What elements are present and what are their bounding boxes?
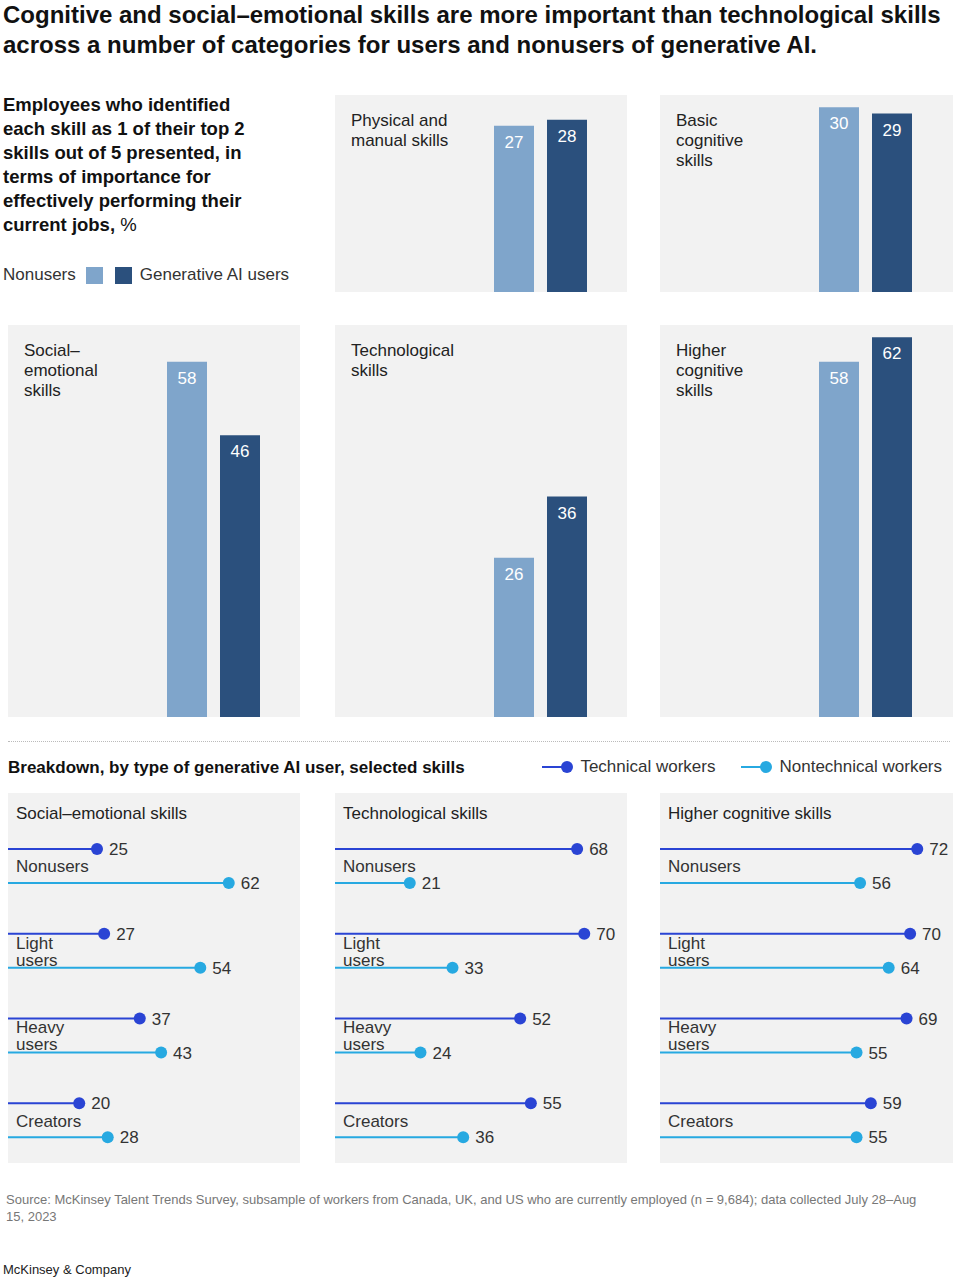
- svg-text:68: 68: [589, 840, 608, 859]
- svg-text:Lightusers: Lightusers: [343, 934, 385, 970]
- html-text:Breakdown, by type of generati: Breakdown, by type of generative AI user…: [8, 758, 465, 777]
- svg-text:55: 55: [869, 1044, 888, 1063]
- svg-text:43: 43: [173, 1044, 192, 1063]
- svg-text:69: 69: [919, 1010, 938, 1029]
- svg-text:28: 28: [120, 1128, 139, 1147]
- html-text:Higher cognitive skills: Higher cognitive skills: [676, 341, 744, 400]
- svg-text:64: 64: [901, 959, 920, 978]
- html-text:Cognitive and social–emotional: Cognitive and social–emotional skills ar…: [3, 1, 941, 58]
- svg-text:27: 27: [116, 925, 135, 944]
- svg-text:52: 52: [532, 1010, 551, 1029]
- svg-text:37: 37: [152, 1010, 171, 1029]
- svg-text:Creators: Creators: [668, 1112, 733, 1131]
- html-text:Technological skills: Technological skills: [351, 341, 454, 380]
- svg-text:30: 30: [830, 114, 849, 133]
- svg-text:58: 58: [178, 369, 197, 388]
- svg-text:Nonusers: Nonusers: [343, 857, 416, 876]
- svg-text:55: 55: [869, 1128, 888, 1147]
- svg-text:36: 36: [475, 1128, 494, 1147]
- svg-text:27: 27: [505, 133, 524, 152]
- html-text:Basic cognitive skills: Basic cognitive skills: [676, 111, 744, 170]
- svg-text:70: 70: [922, 925, 941, 944]
- svg-text:Creators: Creators: [16, 1112, 81, 1131]
- svg-text:28: 28: [558, 127, 577, 146]
- svg-text:Heavyusers: Heavyusers: [343, 1018, 392, 1054]
- svg-text:33: 33: [465, 959, 484, 978]
- svg-text:26: 26: [505, 565, 524, 584]
- html-text:Generative AI users: Generative AI users: [139, 265, 290, 284]
- svg-text:24: 24: [432, 1044, 451, 1063]
- svg-text:Nonusers: Nonusers: [668, 857, 741, 876]
- html-text:Technical workers: Technical workers: [580, 757, 716, 776]
- svg-text:21: 21: [422, 874, 441, 893]
- html-text:McKinsey & Company: McKinsey & Company: [3, 1262, 131, 1277]
- svg-text:Heavyusers: Heavyusers: [668, 1018, 717, 1054]
- html-text:Higher cognitive skills: Higher cognitive skills: [668, 804, 832, 823]
- svg-text:25: 25: [109, 840, 128, 859]
- html-text:Employees who identified each: Employees who identified each skill as 1…: [3, 94, 245, 235]
- html-text:Nontechnical workers: Nontechnical workers: [779, 757, 942, 776]
- svg-text:Heavyusers: Heavyusers: [16, 1018, 65, 1054]
- svg-text:58: 58: [830, 369, 849, 388]
- html-text:Social–emotional skills: Social–emotional skills: [16, 804, 187, 823]
- html-text:Nonusers: Nonusers: [3, 265, 76, 284]
- svg-text:62: 62: [241, 874, 260, 893]
- svg-text:Lightusers: Lightusers: [668, 934, 710, 970]
- html-text:Social–emotional skills: Social–emotional skills: [24, 341, 98, 400]
- svg-text:29: 29: [883, 121, 902, 140]
- svg-text:62: 62: [883, 344, 902, 363]
- svg-text:Nonusers: Nonusers: [16, 857, 89, 876]
- svg-text:54: 54: [212, 959, 231, 978]
- svg-text:Lightusers: Lightusers: [16, 934, 58, 970]
- html-text:Physical and manual skills: Physical and manual skills: [351, 111, 449, 150]
- html-text:Source: McKinsey Talent Trends: Source: McKinsey Talent Trends Survey, s…: [6, 1192, 917, 1224]
- svg-text:72: 72: [929, 840, 948, 859]
- svg-text:56: 56: [872, 874, 891, 893]
- html-text:Technological skills: Technological skills: [343, 804, 488, 823]
- svg-text:Creators: Creators: [343, 1112, 408, 1131]
- svg-text:46: 46: [231, 442, 250, 461]
- svg-text:36: 36: [558, 504, 577, 523]
- svg-text:20: 20: [91, 1094, 110, 1113]
- svg-text:55: 55: [543, 1094, 562, 1113]
- svg-text:70: 70: [596, 925, 615, 944]
- svg-text:59: 59: [883, 1094, 902, 1113]
